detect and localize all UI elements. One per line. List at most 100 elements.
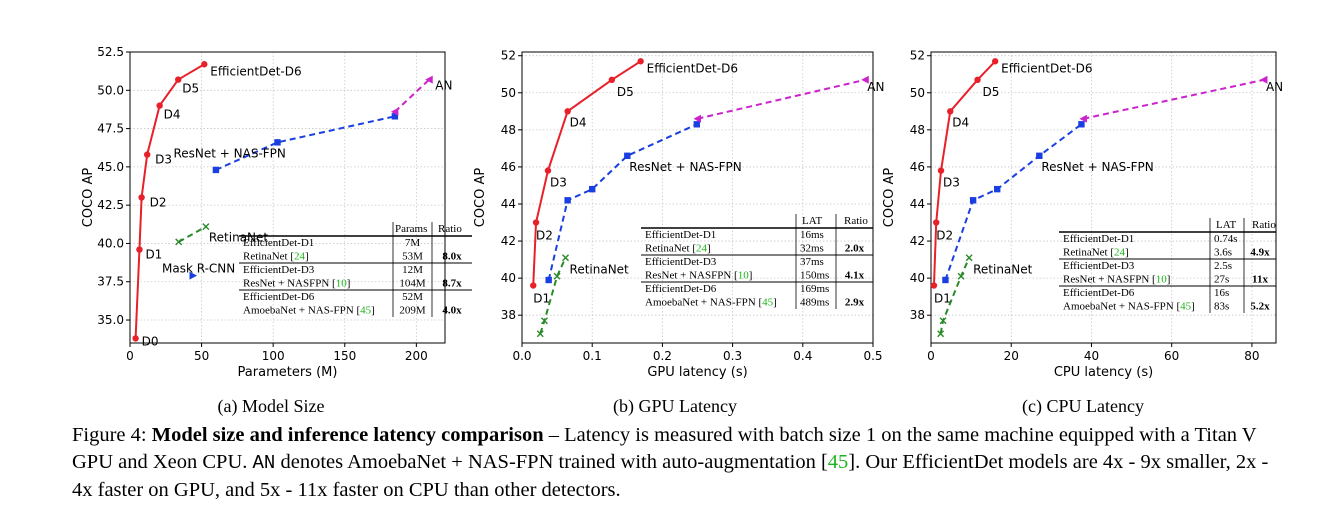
subfigure-caption: (b) GPU Latency <box>613 396 737 417</box>
data-point <box>132 335 139 342</box>
data-point <box>274 139 281 146</box>
series-label: ResNet + NAS-FPN <box>173 146 285 160</box>
series-line <box>178 225 207 243</box>
series-label: ResNet + NAS-FPN <box>629 160 741 174</box>
table-cell-model: AmoebaNet + NAS-FPN [45] <box>243 305 375 317</box>
table-cell-ratio: 4.0x <box>442 305 462 317</box>
x-axis-label: Parameters (M) <box>238 365 338 380</box>
table-header: Ratio <box>844 215 868 227</box>
x-tick-label: 200 <box>405 349 428 363</box>
series-retinanet: RetinaNet <box>536 254 629 338</box>
gpu-latency-chart: 0.0 0.1 0.2 0.3 0.4 0.5 38 40 42 44 46 48 50 52 GPU la… <box>473 49 884 417</box>
table-cell-value: 53M <box>402 251 423 263</box>
data-point <box>136 246 143 253</box>
data-point <box>564 197 571 204</box>
caption-text-1: – Latency is measured with batch size 1 … <box>72 424 1257 473</box>
data-point <box>143 151 151 158</box>
point-label: D3 <box>155 153 172 167</box>
series-line <box>697 78 866 120</box>
point-label: D2 <box>936 229 953 243</box>
subfigure-caption: (a) Model Size <box>218 396 325 417</box>
data-point <box>930 282 938 289</box>
y-tick-label: 50 <box>910 86 925 100</box>
model-size-chart: 0 50 100 150 200 35.0 37.5 40.0 42.5 45.0 47.5 50.0… <box>81 45 472 417</box>
series-efficientdet: D1 D2 D3 D4 D5 EfficientDet-D6 <box>530 58 738 306</box>
series-label: ResNet + NAS-FPN <box>1041 160 1153 174</box>
table-cell-model: EfficientDet-D3 <box>645 256 717 268</box>
series-line <box>532 60 642 286</box>
table-cell-value: 104M <box>399 278 426 290</box>
series-label: RetinaNet <box>973 263 1033 277</box>
series-an: AN <box>1079 75 1283 123</box>
data-point <box>937 330 945 338</box>
series-resnet-nas-fpn: ResNet + NAS-FPN <box>545 121 742 284</box>
y-tick-label: 42 <box>910 234 925 248</box>
point-label: D4 <box>164 108 181 122</box>
table-cell-ratio: 5.2x <box>1250 301 1270 313</box>
table-cell-model: EfficientDet-D6 <box>243 291 315 303</box>
series-retinanet: RetinaNet <box>937 254 1033 338</box>
y-axis-label: COCO AP <box>81 168 96 228</box>
table-cell-ratio: 8.7x <box>442 278 462 290</box>
plot-frame <box>930 51 1277 344</box>
data-point <box>202 223 210 231</box>
caption-citation[interactable]: 45 <box>827 451 849 473</box>
y-tick-label: 38 <box>501 308 516 322</box>
series-label: Mask R-CNN <box>162 262 235 276</box>
grid <box>930 52 1276 343</box>
data-point <box>1036 152 1043 159</box>
y-tick-label: 46 <box>910 160 925 174</box>
data-point <box>1078 121 1085 128</box>
comparison-table: LAT Ratio EfficientDet-D1 16ms RetinaNet [24… <box>641 214 873 309</box>
table-cell-model: AmoebaNet + NAS-FPN [45] <box>1063 301 1195 313</box>
table-cell-model: EfficientDet-D6 <box>1063 287 1135 299</box>
point-label: D1 <box>934 292 951 306</box>
series-retinanet: RetinaNet <box>175 223 268 246</box>
data-point <box>861 75 869 84</box>
data-point <box>608 76 616 84</box>
table-cell-ratio: 8.0x <box>442 251 462 263</box>
x-tick-label: 20 <box>1004 349 1019 363</box>
data-point <box>974 76 981 84</box>
data-point <box>637 58 644 65</box>
table-cell-model: EfficientDet-D1 <box>645 229 716 241</box>
data-point <box>201 61 208 68</box>
series-an: AN <box>390 75 452 116</box>
table-cell-model: RetinaNet [24] <box>645 243 711 255</box>
x-tick-label: 0.1 <box>583 349 602 363</box>
series-line <box>932 60 996 286</box>
x-tick-label: 0.0 <box>512 349 531 363</box>
x-tick-label: 50 <box>194 349 209 363</box>
data-point <box>957 272 965 280</box>
point-label: D5 <box>617 85 634 99</box>
x-tick-label: 0.3 <box>723 349 742 363</box>
x-tick-label: 150 <box>333 349 356 363</box>
y-tick-label: 44 <box>501 197 516 211</box>
x-tick-label: 80 <box>1244 349 1259 363</box>
y-tick-label: 40 <box>501 271 516 285</box>
caption-label: Figure 4: <box>72 424 147 446</box>
data-point <box>138 194 145 201</box>
y-tick-label: 40 <box>910 271 925 285</box>
data-point <box>532 219 540 226</box>
table-cell-model: EfficientDet-D3 <box>1063 260 1135 272</box>
data-point <box>425 75 433 84</box>
x-tick-label: 0.4 <box>793 349 812 363</box>
data-point <box>562 254 570 262</box>
point-label: EfficientDet-D6 <box>210 64 301 78</box>
cpu-latency-chart: 0 20 40 60 80 38 40 42 44 46 48 50 52 CPU latency (s)… <box>882 49 1283 417</box>
table-cell-model: ResNet + NASFPN [10] <box>243 278 350 290</box>
point-label: D1 <box>533 292 550 306</box>
data-point <box>933 219 940 226</box>
figure-4: 0 50 100 150 20035.037.540.042.545.047.550.0… <box>81 45 1283 417</box>
table-cell-value: 52M <box>402 291 423 303</box>
data-point <box>536 330 544 338</box>
point-label: D3 <box>550 176 567 190</box>
y-tick-label: 48 <box>910 123 925 137</box>
table-cell-model: EfficientDet-D1 <box>1063 233 1134 245</box>
table-cell-ratio: 2.9x <box>845 297 865 309</box>
y-tick-label: 52 <box>501 49 516 63</box>
table-cell-value: 37ms <box>800 256 824 268</box>
table-header: Params <box>395 223 427 235</box>
